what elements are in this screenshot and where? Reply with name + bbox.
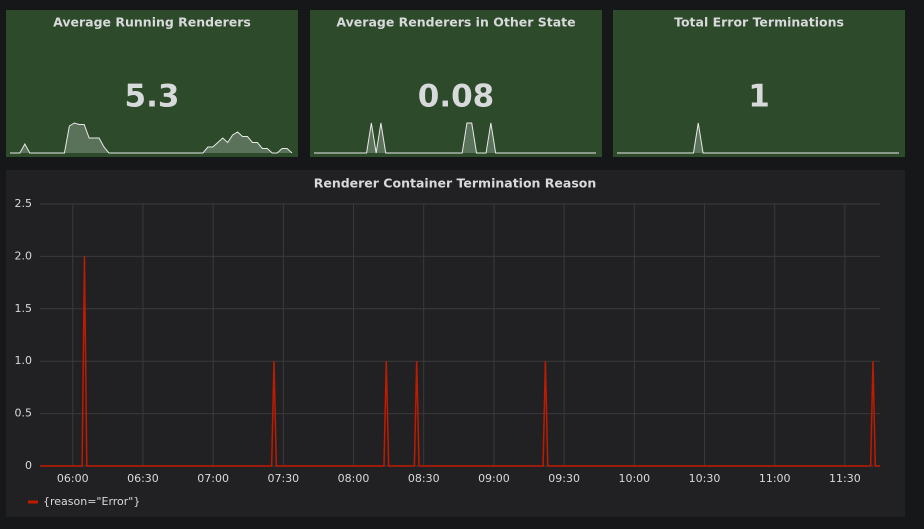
stat-panel bbox=[310, 10, 602, 157]
stat-value: 0.08 bbox=[418, 79, 495, 115]
panel-title: Total Error Terminations bbox=[674, 15, 844, 30]
stat-panel bbox=[6, 10, 298, 157]
x-tick-label: 10:00 bbox=[618, 472, 650, 485]
x-tick-label: 07:00 bbox=[197, 472, 229, 485]
y-tick-label: 1.5 bbox=[15, 302, 33, 315]
sparkline bbox=[314, 122, 596, 154]
x-tick-label: 08:30 bbox=[408, 472, 440, 485]
sparkline bbox=[10, 122, 293, 154]
x-tick-label: 11:00 bbox=[759, 472, 791, 485]
legend-label: {reason="Error"} bbox=[43, 495, 140, 508]
y-tick-label: 0.5 bbox=[15, 407, 33, 420]
x-tick-label: 06:30 bbox=[127, 472, 159, 485]
sparkline bbox=[617, 122, 899, 154]
x-tick-label: 10:30 bbox=[689, 472, 721, 485]
stat-value: 1 bbox=[748, 79, 770, 115]
y-tick-label: 2.0 bbox=[15, 249, 33, 262]
series-line bbox=[40, 256, 880, 467]
panel-title: Average Running Renderers bbox=[53, 15, 251, 30]
panel-title: Average Renderers in Other State bbox=[336, 15, 575, 30]
y-tick-label: 2.5 bbox=[15, 197, 33, 210]
x-tick-label: 07:30 bbox=[267, 472, 299, 485]
panel-title: Renderer Container Termination Reason bbox=[314, 176, 597, 191]
sparkline-area bbox=[10, 123, 292, 153]
x-tick-label: 09:30 bbox=[548, 472, 580, 485]
y-tick-label: 1.0 bbox=[15, 354, 33, 367]
x-tick-label: 08:00 bbox=[338, 472, 370, 485]
stat-value: 5.3 bbox=[125, 79, 180, 115]
stat-panel bbox=[613, 10, 905, 157]
y-tick-label: 0 bbox=[25, 459, 32, 472]
graph-panel bbox=[6, 170, 905, 517]
x-tick-label: 11:30 bbox=[829, 472, 861, 485]
x-tick-label: 09:00 bbox=[478, 472, 510, 485]
x-tick-label: 06:00 bbox=[57, 472, 89, 485]
